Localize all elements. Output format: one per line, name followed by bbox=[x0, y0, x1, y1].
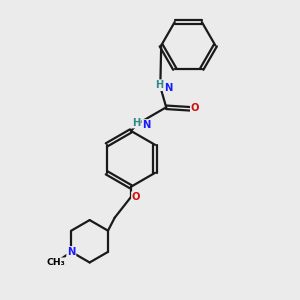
Text: O: O bbox=[191, 103, 199, 113]
Text: O: O bbox=[132, 192, 140, 202]
Text: N: N bbox=[67, 247, 76, 257]
Text: H: H bbox=[132, 118, 140, 128]
Text: N: N bbox=[142, 120, 151, 130]
Text: N: N bbox=[164, 83, 173, 93]
Text: CH₃: CH₃ bbox=[46, 258, 65, 267]
Text: H: H bbox=[155, 80, 163, 90]
